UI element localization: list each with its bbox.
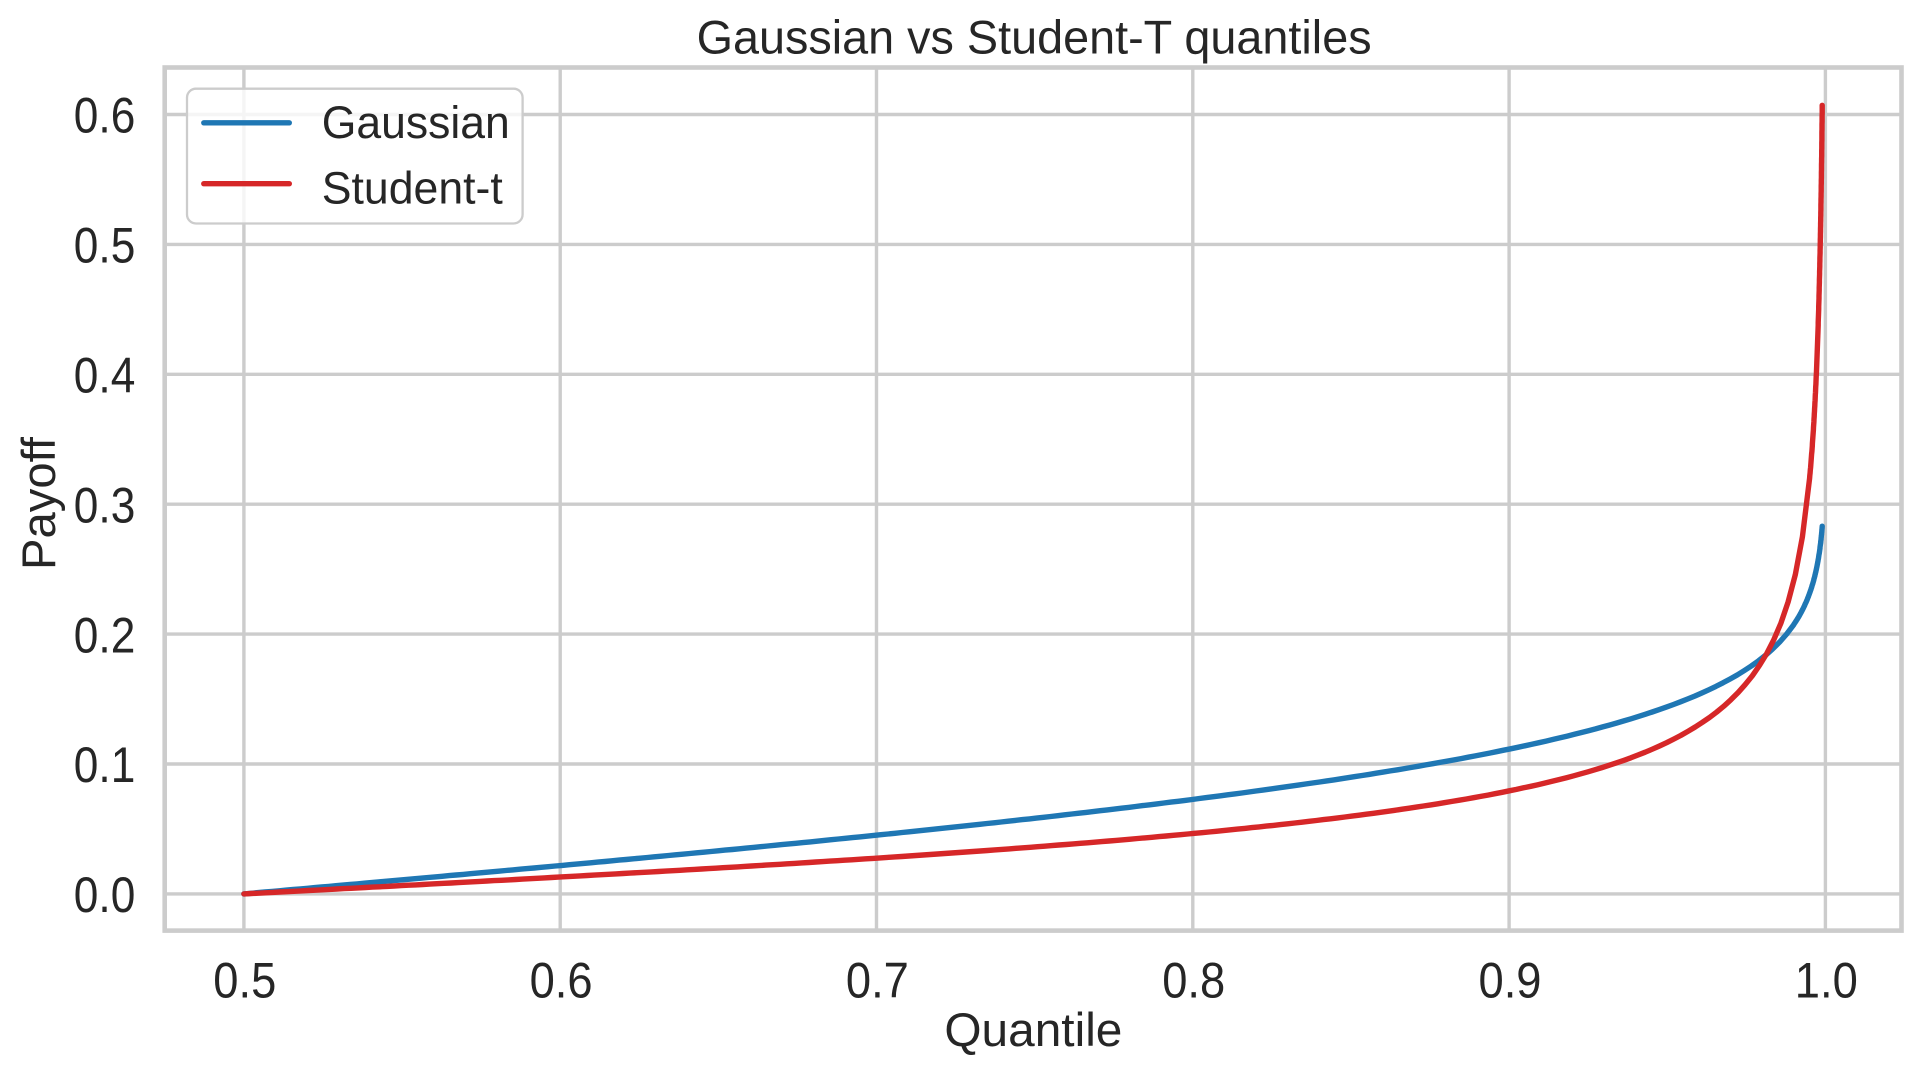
svg-text:Gaussian: Gaussian <box>322 97 510 148</box>
svg-text:0.9: 0.9 <box>1479 953 1542 1009</box>
svg-text:0.4: 0.4 <box>74 348 136 404</box>
svg-text:0.0: 0.0 <box>74 867 136 923</box>
svg-text:0.5: 0.5 <box>74 218 136 274</box>
svg-text:0.8: 0.8 <box>1162 953 1225 1009</box>
svg-text:Student-t: Student-t <box>322 163 503 214</box>
svg-text:0.5: 0.5 <box>213 953 276 1009</box>
svg-text:0.6: 0.6 <box>74 88 136 144</box>
svg-text:0.3: 0.3 <box>74 477 136 533</box>
svg-text:0.6: 0.6 <box>530 953 593 1009</box>
svg-text:Gaussian vs Student-T quantile: Gaussian vs Student-T quantiles <box>697 12 1372 65</box>
svg-text:1.0: 1.0 <box>1795 953 1858 1009</box>
svg-text:Quantile: Quantile <box>944 1003 1122 1056</box>
svg-text:0.1: 0.1 <box>74 737 136 793</box>
svg-text:0.2: 0.2 <box>74 607 136 663</box>
svg-text:Payoff: Payoff <box>12 436 65 570</box>
svg-text:0.7: 0.7 <box>846 953 909 1009</box>
